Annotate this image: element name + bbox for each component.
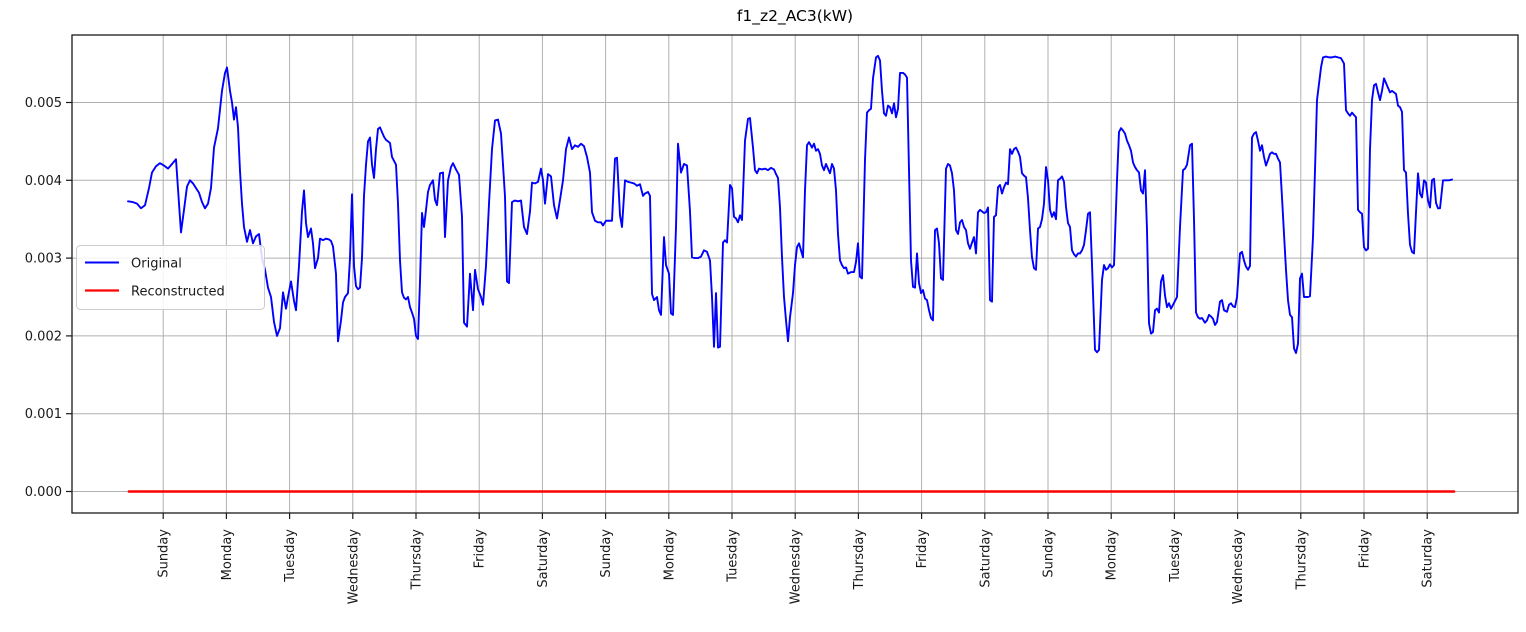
x-tick-label: Sunday [157, 529, 172, 578]
x-tick-label: Tuesday [726, 529, 741, 583]
y-tick-label: 0.003 [25, 252, 62, 267]
x-tick-label: Thursday [852, 529, 867, 591]
x-tick-label: Friday [1358, 529, 1373, 569]
legend-box [76, 245, 265, 310]
x-tick-label: Monday [220, 529, 235, 581]
x-tick-label: Friday [473, 529, 488, 569]
axes: 0.000 0.001 0.002 0.003 0.004 0.005 Sunday Mond… [25, 34, 1519, 605]
grid [72, 35, 1518, 513]
x-tick-label: Wednesday [346, 529, 361, 605]
y-tick-label: 0.002 [25, 329, 62, 344]
x-tick-label: Tuesday [1168, 529, 1183, 583]
y-tick-label: 0.000 [25, 485, 62, 500]
x-tick-label: Thursday [410, 529, 425, 591]
x-tick-label: Monday [1105, 529, 1120, 581]
x-tick-label: Saturday [1421, 529, 1436, 588]
legend: Original Reconstructed [76, 245, 265, 310]
x-tick-label: Saturday [978, 529, 993, 588]
x-tick-label: Thursday [1294, 529, 1309, 591]
x-tick-label: Wednesday [1231, 529, 1246, 605]
x-tick-label: Wednesday [789, 529, 804, 605]
y-tick-label: 0.005 [25, 96, 62, 111]
x-tick-label: Friday [915, 529, 930, 569]
y-tick-label: 0.004 [25, 174, 62, 189]
series-original [127, 54, 1453, 354]
series [127, 54, 1456, 493]
x-tick-label: Sunday [599, 529, 614, 578]
legend-label-original: Original [131, 257, 182, 272]
chart-title: f1_z2_AC3(kW) [737, 7, 853, 26]
x-tick-label: Monday [662, 529, 677, 581]
x-tick-label: Sunday [1042, 529, 1057, 578]
x-tick-label: Saturday [536, 529, 551, 588]
legend-label-reconstructed: Reconstructed [131, 285, 225, 300]
plot-layers: 0.000 0.001 0.002 0.003 0.004 0.005 Sunday Mond… [25, 34, 1519, 605]
x-tick-label: Tuesday [283, 529, 298, 583]
y-tick-label: 0.001 [25, 407, 62, 422]
